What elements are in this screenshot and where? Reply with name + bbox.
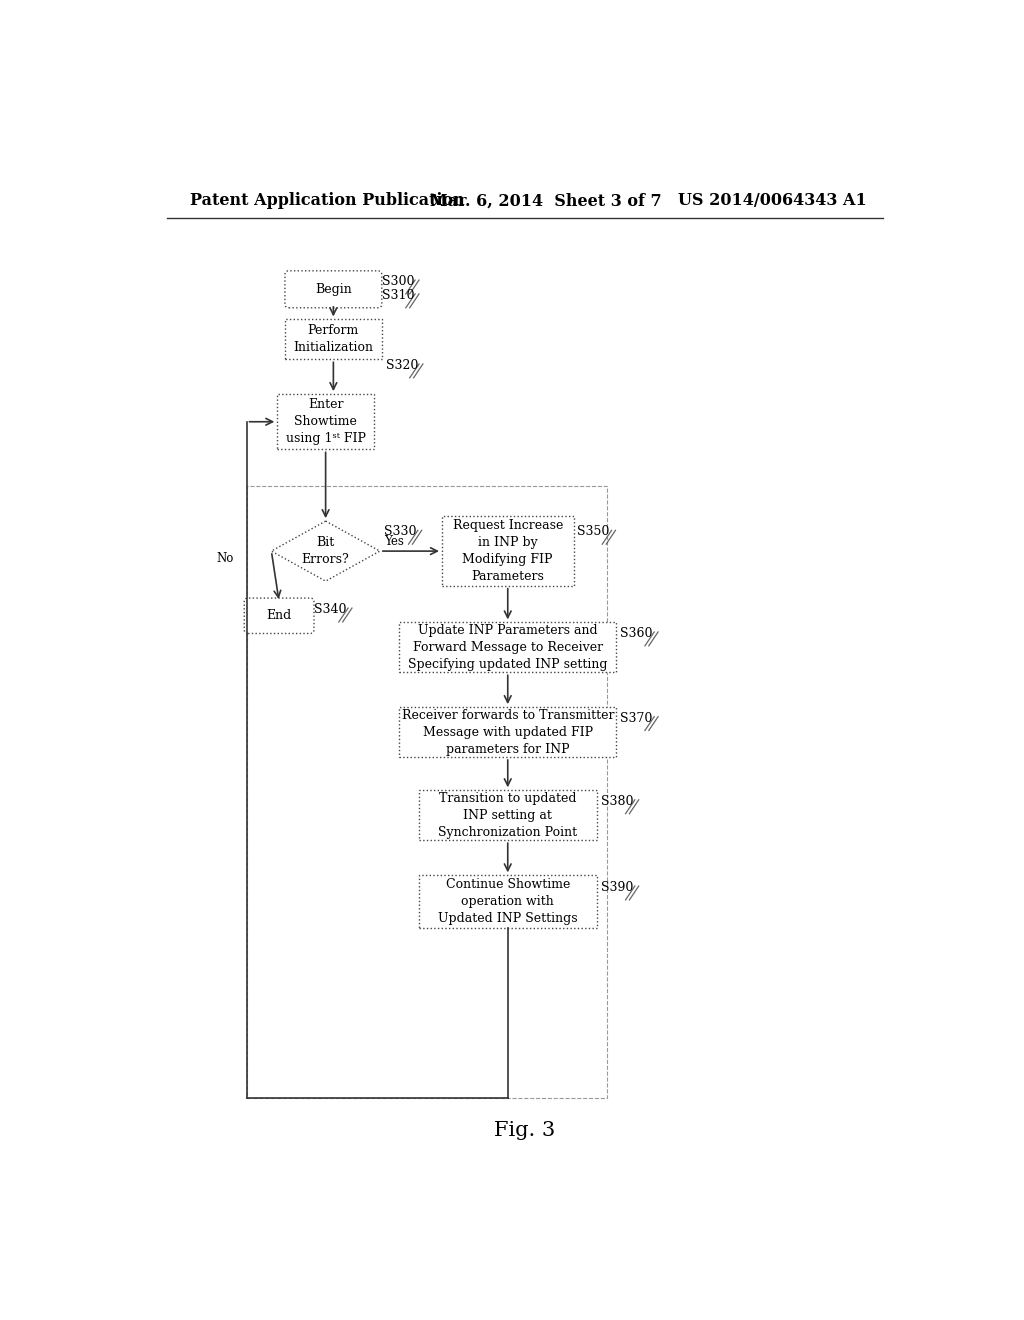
Text: Transition to updated
INP setting at
Synchronization Point: Transition to updated INP setting at Syn… [438, 792, 578, 838]
Text: S380: S380 [601, 795, 633, 808]
Text: No: No [217, 552, 234, 565]
Text: S320: S320 [386, 359, 418, 372]
Text: Begin: Begin [315, 282, 352, 296]
Polygon shape [271, 521, 380, 581]
Bar [442, 516, 573, 586]
Text: S390: S390 [601, 880, 633, 894]
Text: Mar. 6, 2014  Sheet 3 of 7: Mar. 6, 2014 Sheet 3 of 7 [430, 193, 662, 210]
Bar [247, 486, 607, 1098]
FancyBboxPatch shape [285, 271, 382, 308]
Text: S330: S330 [384, 525, 416, 539]
Text: S300: S300 [382, 275, 415, 288]
Bar [419, 875, 597, 928]
Bar [399, 622, 616, 672]
FancyBboxPatch shape [245, 598, 314, 634]
Bar [278, 395, 374, 449]
Text: S360: S360 [621, 627, 652, 640]
Text: End: End [266, 610, 292, 622]
Text: Fig. 3: Fig. 3 [495, 1121, 555, 1139]
Bar [285, 319, 382, 359]
Text: Perform
Initialization: Perform Initialization [293, 325, 374, 354]
Text: Enter
Showtime
using 1ˢᵗ FIP: Enter Showtime using 1ˢᵗ FIP [286, 399, 366, 445]
Text: Yes: Yes [384, 536, 403, 548]
Text: Update INP Parameters and
Forward Message to Receiver
Specifying updated INP set: Update INP Parameters and Forward Messag… [408, 624, 607, 671]
Text: S310: S310 [382, 289, 415, 302]
Text: US 2014/0064343 A1: US 2014/0064343 A1 [678, 193, 867, 210]
Text: S370: S370 [621, 711, 652, 725]
Text: Bit
Errors?: Bit Errors? [302, 536, 349, 566]
Text: S340: S340 [314, 603, 346, 616]
Text: Request Increase
in INP by
Modifying FIP
Parameters: Request Increase in INP by Modifying FIP… [453, 519, 563, 583]
Text: Continue Showtime
operation with
Updated INP Settings: Continue Showtime operation with Updated… [438, 878, 578, 925]
Bar [399, 708, 616, 758]
Text: Receiver forwards to Transmitter
Message with updated FIP
parameters for INP: Receiver forwards to Transmitter Message… [401, 709, 614, 755]
Text: S350: S350 [578, 525, 610, 539]
Text: Patent Application Publication: Patent Application Publication [190, 193, 465, 210]
Bar [419, 791, 597, 841]
